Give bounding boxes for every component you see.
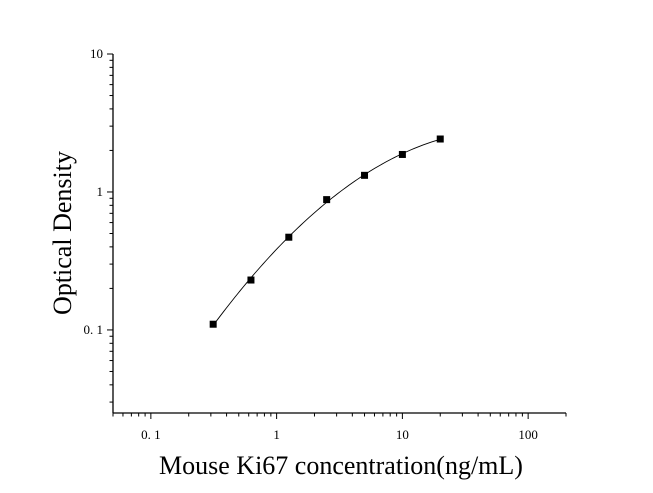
data-point [436, 135, 444, 143]
x-tick-label: 100 [518, 427, 538, 442]
data-point [285, 233, 293, 241]
data-point [398, 150, 406, 158]
axes: 0. 1 1 10 100 0. 1 1 10 [84, 46, 567, 442]
x-tick-label: 1 [273, 427, 280, 442]
fit-curve-layer [211, 138, 441, 328]
x-tick-label: 0. 1 [141, 427, 161, 442]
fit-curve [211, 138, 441, 328]
x-axis-title: Mouse Ki67 concentration(ng/mL) [159, 451, 523, 480]
data-points [209, 135, 444, 328]
data-point [361, 171, 369, 179]
y-tick-label: 10 [90, 46, 103, 61]
x-tick-label: 10 [396, 427, 409, 442]
data-point [323, 196, 331, 204]
y-tick-label: 1 [97, 184, 104, 199]
y-tick-label: 0. 1 [84, 322, 104, 337]
data-point [209, 320, 217, 328]
data-point [247, 276, 255, 284]
y-axis-title: Optical Density [48, 151, 77, 315]
